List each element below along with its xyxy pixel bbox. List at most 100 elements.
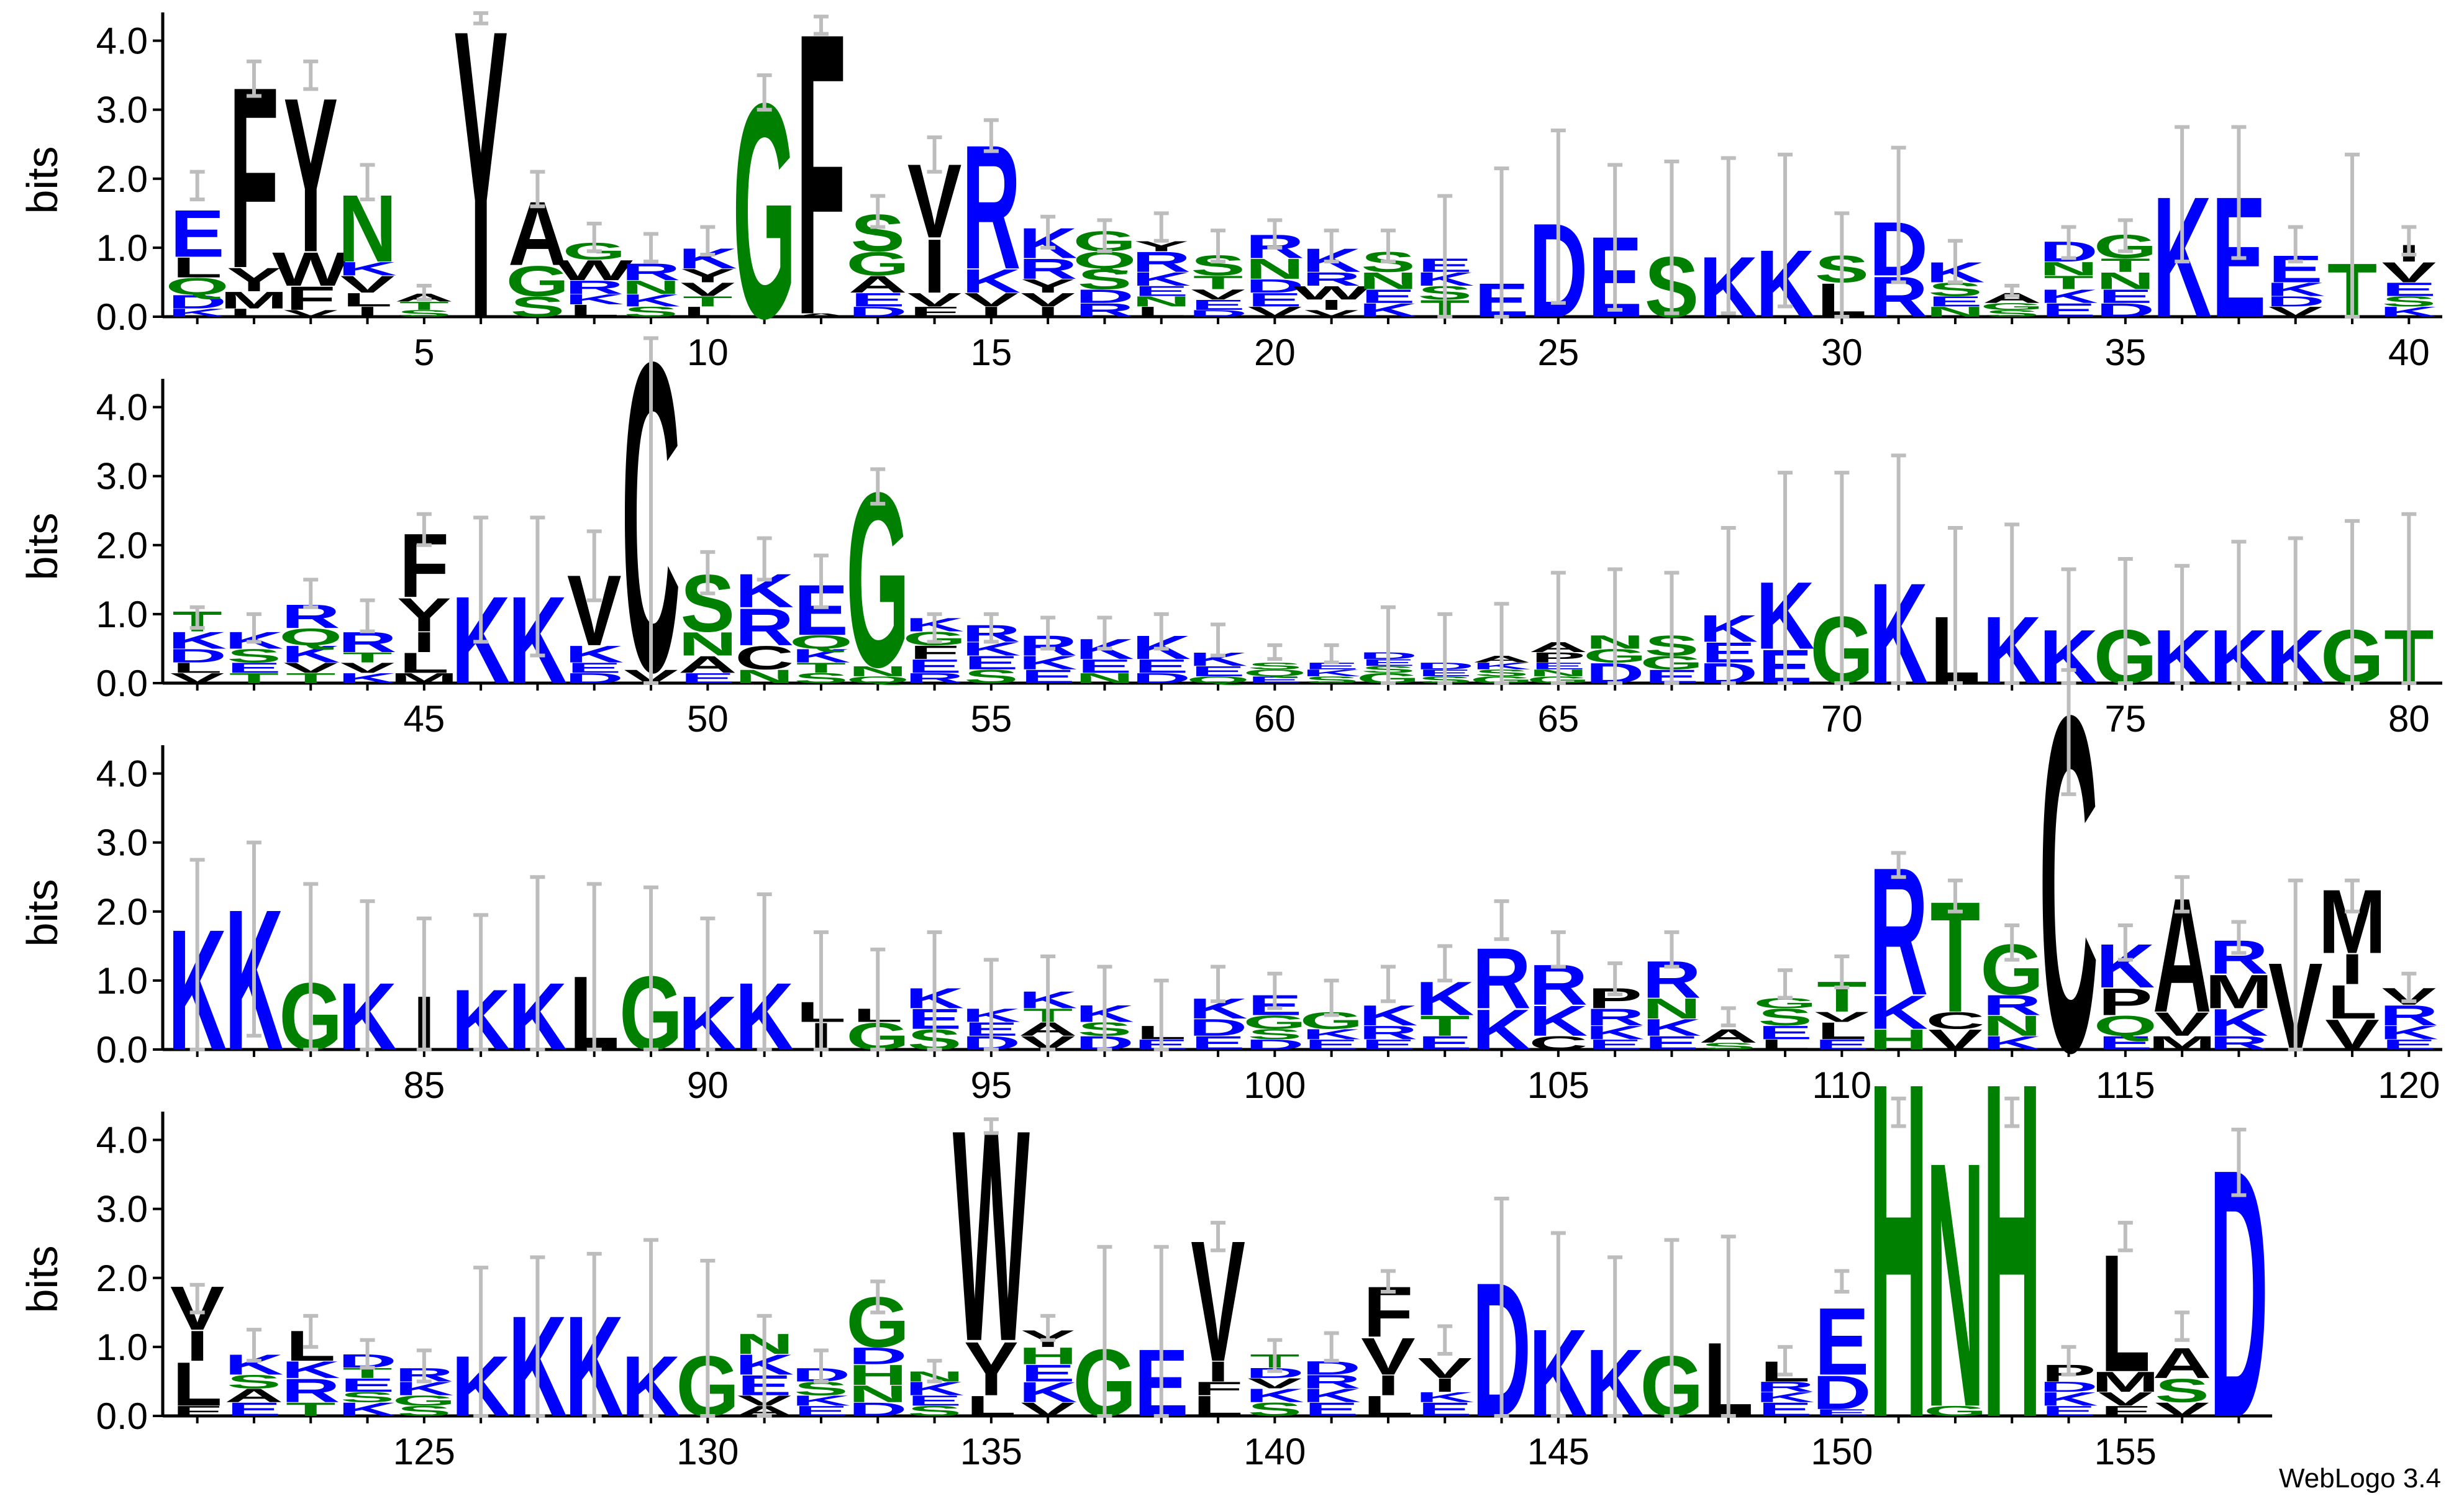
logo-letter: N xyxy=(1245,253,1304,285)
logo-letter: G xyxy=(846,245,909,283)
logo-letter: R xyxy=(281,1372,340,1409)
logo-column-94: SEK xyxy=(905,930,964,1057)
logo-letter: T xyxy=(683,293,732,309)
logo-letter: D xyxy=(2096,300,2155,321)
logo-column-56: EKR xyxy=(1019,615,1078,691)
x-tick-label: 120 xyxy=(2378,1064,2440,1106)
logo-letter: T xyxy=(2043,272,2093,293)
logo-letter: V xyxy=(1815,1009,1870,1025)
x-tick-label: 125 xyxy=(393,1431,455,1472)
logo-column-86: K xyxy=(452,913,511,1068)
logo-letter: K xyxy=(2039,286,2098,307)
y-tick-label: 4.0 xyxy=(96,1120,148,1161)
logo-letter: A xyxy=(2153,1340,2212,1387)
logo-column-29: K xyxy=(1756,152,1814,337)
logo-letter: K xyxy=(338,258,397,279)
logo-column-112: VCT xyxy=(1925,869,1984,1057)
logo-column-49: VC xyxy=(622,271,681,764)
logo-letter: E xyxy=(1815,1036,1870,1053)
logo-column-39: T xyxy=(2327,152,2377,333)
logo-column-36: K xyxy=(2153,125,2212,354)
logo-letter: K xyxy=(1019,1376,1078,1408)
logo-letter: K xyxy=(1869,985,1928,1039)
logo-letter: E xyxy=(2098,286,2153,307)
logo-letter: I xyxy=(1320,297,1343,313)
logo-column-129: K xyxy=(622,1238,681,1435)
x-tick-label: 85 xyxy=(403,1064,445,1106)
logo-letter: E xyxy=(794,1403,848,1419)
logo-column-11: G xyxy=(733,39,796,382)
logo-letter: K xyxy=(338,1399,397,1420)
logo-letter: E xyxy=(1645,1033,1699,1054)
logo-letter: F xyxy=(173,1403,222,1419)
logo-column-138: E xyxy=(1134,1245,1189,1436)
y-tick-label: 2.0 xyxy=(96,525,148,566)
logo-letter: I xyxy=(923,224,946,309)
logo-column-22: KENS xyxy=(1358,229,1417,324)
logo-letter: I xyxy=(1377,1369,1400,1402)
logo-letter: K xyxy=(338,670,397,686)
y-tick-label: 3.0 xyxy=(96,89,148,131)
logo-letter: G xyxy=(1924,1403,1987,1419)
logo-letter: K xyxy=(1756,1389,1815,1405)
logo-letter: D xyxy=(1189,1014,1248,1041)
logo-letter: R xyxy=(1132,246,1191,278)
logo-letter: E xyxy=(2382,279,2437,300)
y-tick-label: 2.0 xyxy=(96,1258,148,1299)
logo-letter: K xyxy=(1529,997,1588,1045)
logo-column-46: K xyxy=(452,515,511,710)
logo-letter: V xyxy=(283,660,338,676)
logo-letter: M xyxy=(390,670,458,686)
logo-letter: S xyxy=(1078,263,1132,296)
logo-letter: I xyxy=(1207,1356,1230,1388)
logo-column-37: E xyxy=(2212,125,2266,354)
logo-letter: S xyxy=(227,645,281,666)
logo-letter: E xyxy=(1248,289,1302,311)
logo-letter: G xyxy=(506,258,569,306)
logo-letter: R xyxy=(1983,989,2042,1022)
logo-letter: D xyxy=(2266,293,2325,309)
y-tick-label: 1.0 xyxy=(96,960,148,1002)
logo-letter: K xyxy=(1302,1026,1361,1042)
logo-column-40: 40KSEVI xyxy=(2380,225,2439,373)
x-tick-label: 130 xyxy=(676,1431,739,1472)
logo-letter: K xyxy=(2380,304,2439,320)
logo-column-57: NEK xyxy=(1075,615,1134,691)
logo-letter: E xyxy=(170,196,225,271)
logo-letter: Q xyxy=(1243,668,1306,678)
logo-letter: N xyxy=(735,666,794,687)
x-tick-label: 10 xyxy=(687,332,729,373)
x-tick-label: 5 xyxy=(414,332,434,373)
logo-letter: E xyxy=(850,289,905,311)
logo-column-33: SGA xyxy=(1980,284,2043,324)
logo-letter: K xyxy=(565,291,624,307)
logo-letter: N xyxy=(1358,267,1417,294)
x-tick-label: 90 xyxy=(687,1064,729,1106)
logo-letter: Q xyxy=(166,273,229,299)
logo-letter: V xyxy=(1248,304,1302,320)
logo-column-84: K xyxy=(338,899,397,1070)
logo-column-152: GN xyxy=(1924,1089,1987,1480)
logo-letter: E xyxy=(1815,1407,1870,1418)
logo-letter: R xyxy=(565,277,624,298)
logo-letter: N xyxy=(2096,267,2155,294)
x-tick-label: 155 xyxy=(2094,1431,2157,1472)
logo-letter: L xyxy=(173,1349,222,1418)
logo-letter: E xyxy=(1417,1399,1472,1420)
logo-letter: E xyxy=(1304,1399,1359,1420)
y-tick-label: 1.0 xyxy=(96,227,148,269)
logo-column-90: 90K xyxy=(678,916,737,1106)
logo-letter: K xyxy=(168,306,227,319)
logo-column-97: DSK xyxy=(1075,964,1134,1057)
logo-letter: S xyxy=(794,670,848,686)
logo-letter: T xyxy=(399,299,449,312)
